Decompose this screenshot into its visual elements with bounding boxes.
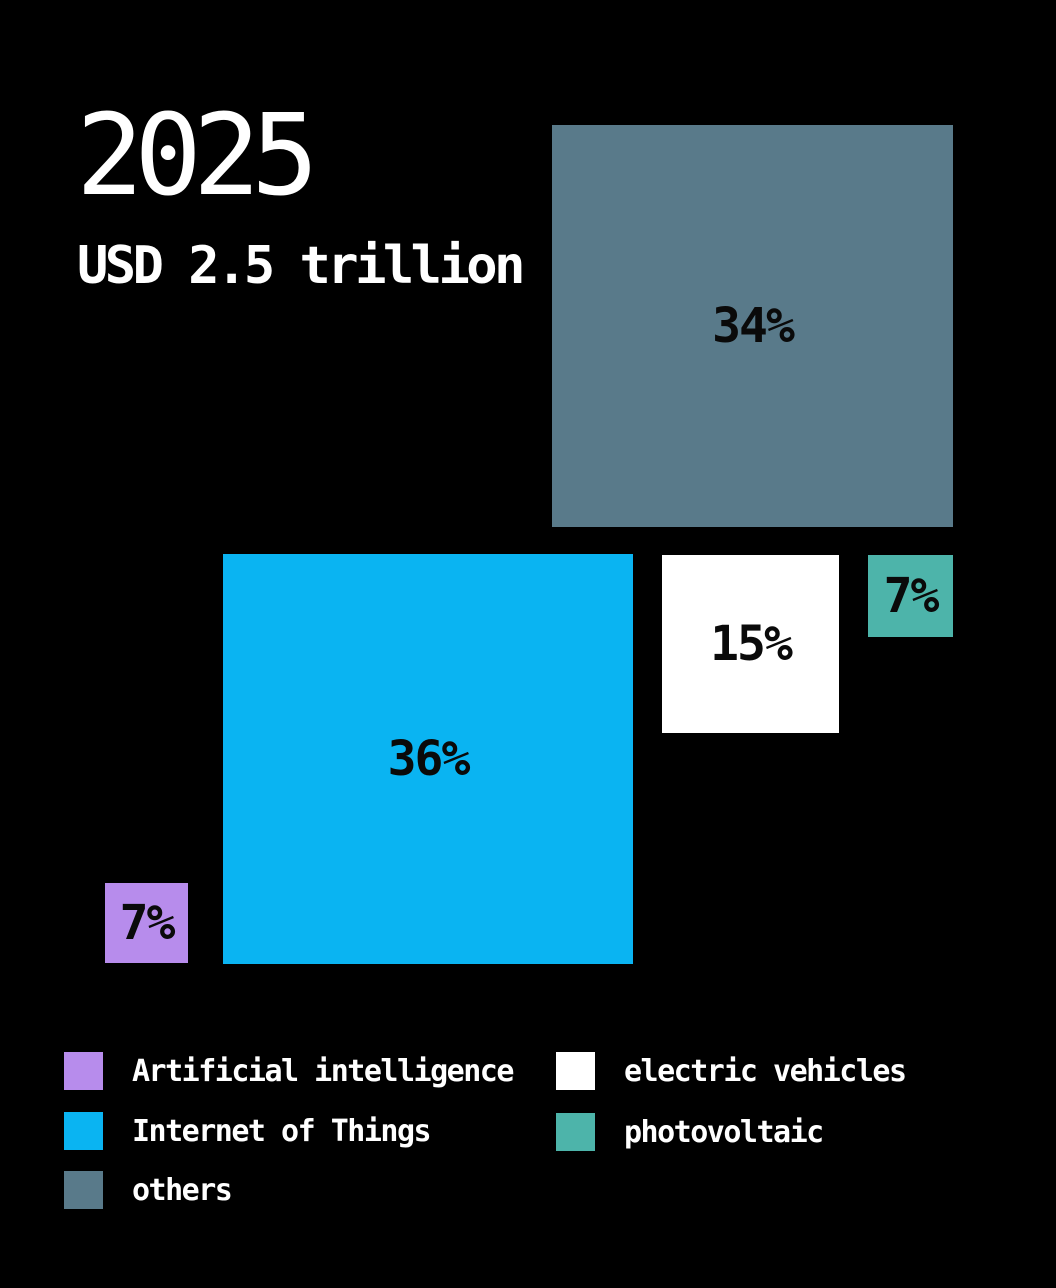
legend-label-electric-vehicles: electric vehicles — [624, 1053, 907, 1089]
square-photovoltaic: 7% — [868, 555, 953, 637]
page-title: 2025 — [76, 91, 319, 221]
legend-item-photovoltaic: photovoltaic — [556, 1113, 824, 1151]
legend-swatch-photovoltaic — [556, 1113, 595, 1151]
square-electric-vehicles-percent-label: 15% — [710, 616, 793, 672]
square-internet-of-things: 36% — [223, 554, 633, 964]
legend-label-artificial-intelligence: Artificial intelligence — [132, 1053, 514, 1089]
legend-item-electric-vehicles: electric vehicles — [556, 1052, 907, 1090]
legend-label-others: others — [132, 1172, 233, 1208]
legend-item-artificial-intelligence: Artificial intelligence — [64, 1052, 514, 1090]
legend-swatch-others — [64, 1171, 103, 1209]
legend-label-photovoltaic: photovoltaic — [624, 1114, 824, 1150]
square-others-percent-label: 34% — [712, 298, 795, 354]
total-value-subtitle: USD 2.5 trillion — [77, 236, 525, 296]
square-others: 34% — [552, 125, 953, 527]
legend-label-internet-of-things: Internet of Things — [132, 1113, 432, 1149]
legend-item-internet-of-things: Internet of Things — [64, 1112, 432, 1150]
square-internet-of-things-percent-label: 36% — [387, 731, 471, 787]
legend-swatch-internet-of-things — [64, 1112, 103, 1150]
square-artificial-intelligence-percent-label: 7% — [119, 895, 176, 951]
legend-item-others: others — [64, 1171, 233, 1209]
square-photovoltaic-percent-label: 7% — [883, 568, 940, 624]
square-artificial-intelligence: 7% — [105, 883, 188, 963]
legend-swatch-artificial-intelligence — [64, 1052, 103, 1090]
square-electric-vehicles: 15% — [662, 555, 839, 733]
legend-swatch-electric-vehicles — [556, 1052, 595, 1090]
